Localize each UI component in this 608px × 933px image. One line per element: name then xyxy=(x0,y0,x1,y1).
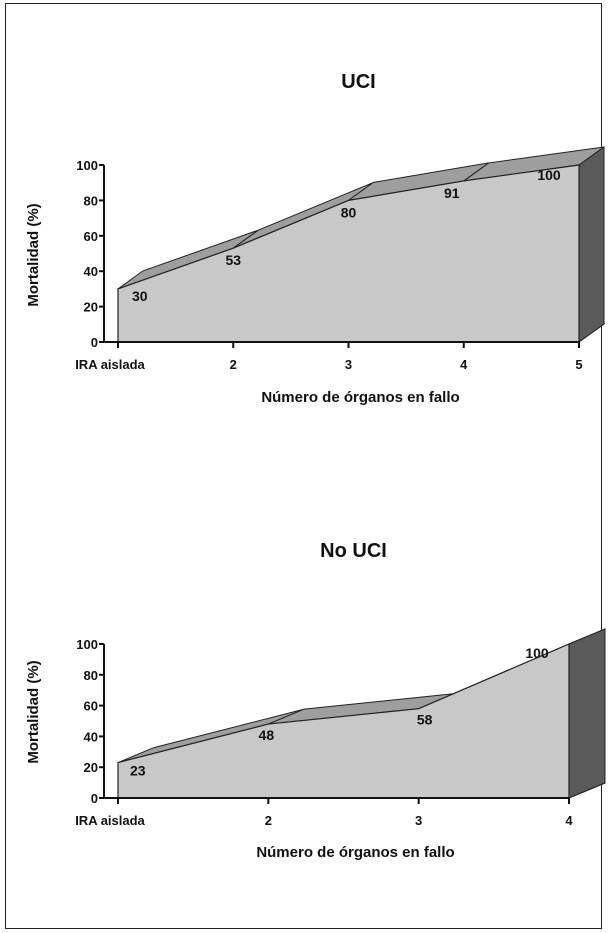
chart-1-ytick-80: 80 xyxy=(84,193,98,208)
chart-2-title: No UCI xyxy=(320,540,387,562)
chart-2-ytick-40: 40 xyxy=(84,729,98,744)
chart-2-data-label-4: 100 xyxy=(525,645,549,661)
chart-1-data-label-5: 100 xyxy=(537,167,561,183)
chart-2-data-label-3: 58 xyxy=(417,712,433,728)
chart-2-ytick-100: 100 xyxy=(76,637,98,652)
chart-1-ytick-20: 20 xyxy=(84,300,98,315)
chart-2-ytick-0: 0 xyxy=(91,791,98,806)
chart-2-ytick-60: 60 xyxy=(84,699,98,714)
chart-1-y-axis-title: Mortalidad (%) xyxy=(25,203,42,306)
chart-2-y-axis-title: Mortalidad (%) xyxy=(25,660,42,763)
chart-1-title: UCI xyxy=(341,71,375,93)
chart-1-xtick-5: 5 xyxy=(575,357,582,372)
chart-2-ytick-20: 20 xyxy=(84,760,98,775)
chart-2-data-label-1: 23 xyxy=(130,763,146,779)
chart-2-side-face xyxy=(568,628,606,799)
chart-1-x-axis-title: Número de órganos en fallo xyxy=(261,389,459,406)
chart-2-xtick-1: IRA aislada xyxy=(75,813,145,828)
chart-1-data-label-3: 80 xyxy=(341,204,357,220)
chart-1-xtick-3: 3 xyxy=(345,357,352,372)
chart-1-data-label-4: 91 xyxy=(444,185,460,201)
chart-2-xtick-2: 2 xyxy=(265,813,272,828)
chart-1-data-label-1: 30 xyxy=(132,288,148,304)
chart-2-xtick-3: 3 xyxy=(415,813,422,828)
chart-2-x-axis-title: Número de órganos en fallo xyxy=(256,844,454,861)
chart-1-ytick-100: 100 xyxy=(76,158,98,173)
chart-2-xtick-4: 4 xyxy=(565,813,573,828)
chart-2-area xyxy=(117,643,570,799)
chart-1-xtick-2: 2 xyxy=(230,357,237,372)
chart-1-ytick-0: 0 xyxy=(91,335,98,350)
chart-1-xtick-1: IRA aislada xyxy=(75,357,145,372)
figure-frame xyxy=(5,3,602,929)
chart-1-xtick-4: 4 xyxy=(460,357,468,372)
chart-2-ytick-80: 80 xyxy=(84,668,98,683)
chart-1-data-label-2: 53 xyxy=(225,252,241,268)
chart-1-area xyxy=(117,164,580,343)
chart-2-data-label-2: 48 xyxy=(259,727,275,743)
chart-1-side-face xyxy=(578,146,605,343)
chart-1-ytick-60: 60 xyxy=(84,229,98,244)
chart-1-ytick-40: 40 xyxy=(84,264,98,279)
